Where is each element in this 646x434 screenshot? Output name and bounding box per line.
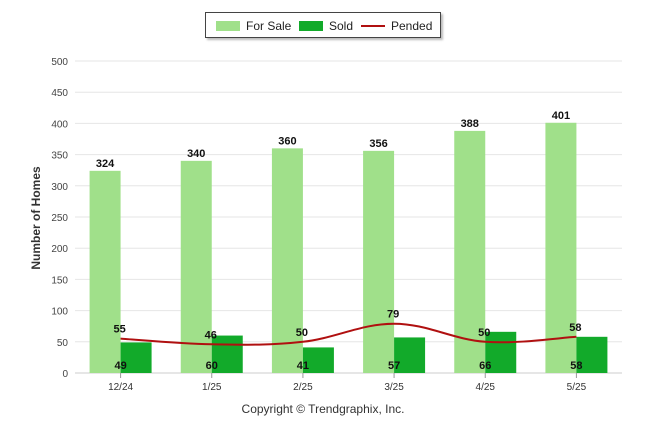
data-label-for-sale: 356	[369, 138, 387, 150]
data-label-pended: 46	[205, 329, 217, 341]
data-label-for-sale: 340	[187, 148, 205, 160]
y-axis-ticks: 0 50 100 150 200 250 300 350 400 450 500	[51, 57, 68, 380]
x-axis-ticks: 12/24 1/25 2/25 3/25 4/25 5/25	[108, 373, 587, 393]
data-label-pended: 50	[296, 327, 308, 339]
x-tick-label: 4/25	[476, 382, 496, 393]
x-tick-label: 5/25	[567, 382, 587, 393]
y-tick-label: 0	[62, 369, 68, 380]
y-axis-title: Number of Homes	[29, 166, 43, 270]
y-tick-label: 50	[57, 338, 69, 349]
bar-sold	[485, 331, 517, 373]
series-line-pended	[120, 322, 577, 346]
grid-lines	[75, 60, 622, 374]
copyright-credit: Copyright © Trendgraphix, Inc.	[241, 402, 405, 416]
bar-for-sale	[545, 122, 577, 373]
legend-label-pended: Pended	[391, 19, 433, 33]
bar-sold	[120, 342, 152, 373]
data-label-for-sale: 388	[461, 118, 479, 130]
data-label-pended: 58	[569, 322, 581, 334]
data-label-pended: 55	[113, 324, 125, 336]
y-tick-label: 200	[51, 244, 68, 255]
bar-for-sale	[89, 170, 121, 373]
legend: For Sale Sold Pended	[205, 12, 441, 38]
bar-for-sale	[271, 148, 303, 373]
data-label-sold: 66	[479, 360, 491, 372]
data-label-for-sale: 324	[96, 158, 115, 170]
data-labels: 324 49 55 340 60 46 360 41 50 356 57 79 388 66 50 401 58…	[96, 110, 583, 372]
legend-swatch-pended	[361, 25, 385, 27]
x-tick-label: 1/25	[202, 382, 222, 393]
bar-sold	[576, 336, 608, 373]
y-tick-label: 150	[51, 275, 68, 286]
y-tick-label: 100	[51, 307, 68, 318]
bars	[89, 122, 608, 373]
y-tick-label: 300	[51, 182, 68, 193]
data-label-pended: 79	[387, 309, 399, 321]
legend-label-sold: Sold	[329, 19, 354, 33]
y-tick-label: 400	[51, 119, 68, 130]
data-label-sold: 49	[114, 360, 126, 372]
x-tick-label: 2/25	[293, 382, 313, 393]
bar-sold	[302, 347, 334, 373]
data-label-sold: 60	[206, 360, 218, 372]
x-tick-label: 3/25	[384, 382, 404, 393]
legend-swatch-for-sale	[216, 21, 240, 31]
data-label-sold: 57	[388, 360, 400, 372]
y-tick-label: 350	[51, 151, 68, 162]
x-tick-label: 12/24	[108, 382, 133, 393]
data-label-sold: 41	[297, 360, 309, 372]
data-label-for-sale: 360	[278, 135, 296, 147]
bar-for-sale	[180, 160, 212, 373]
bar-sold	[394, 337, 426, 373]
bar-sold	[211, 335, 243, 373]
data-label-pended: 50	[478, 327, 490, 339]
y-tick-label: 450	[51, 88, 68, 99]
legend-label-for-sale: For Sale	[246, 19, 292, 33]
data-label-sold: 58	[570, 360, 582, 372]
bar-for-sale	[454, 130, 486, 373]
data-label-for-sale: 401	[552, 110, 570, 122]
bar-for-sale	[363, 150, 395, 373]
y-tick-label: 500	[51, 57, 68, 68]
y-tick-label: 250	[51, 213, 68, 224]
pended-line-layer	[120, 322, 577, 346]
legend-swatch-sold	[299, 21, 323, 31]
